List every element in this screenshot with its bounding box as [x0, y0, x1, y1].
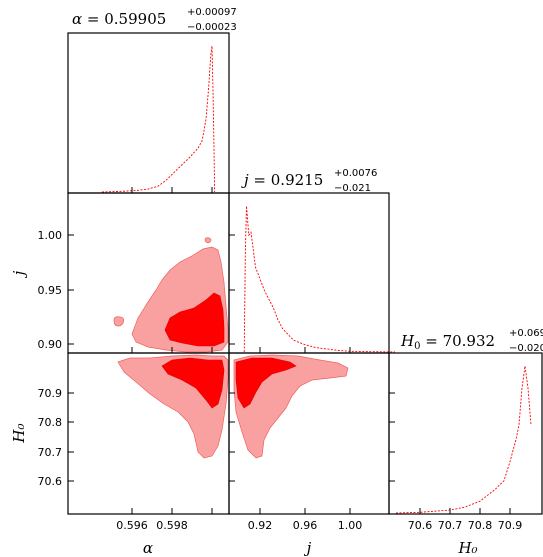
tick-marks	[68, 187, 511, 514]
contour-alpha-j-inner	[164, 292, 225, 347]
tick-alpha-0596: 0.596	[116, 519, 148, 532]
title-j: j = 0.9215	[241, 171, 323, 189]
marginal-H0-line	[395, 365, 532, 514]
panel-j-H0	[228, 352, 390, 515]
tick-H0-708: 70.8	[468, 519, 493, 532]
marginal-j-line	[243, 205, 396, 353]
ylabel-j: j	[10, 270, 28, 278]
panel-H0-marginal	[388, 352, 543, 515]
xlabel-alpha: α	[143, 539, 153, 557]
title-j-err-minus: −0.021	[334, 183, 371, 194]
tick-jy-100: 1.00	[38, 229, 63, 242]
tick-H0-706: 70.6	[408, 519, 433, 532]
tick-jy-095: 0.95	[38, 284, 63, 297]
tick-j-100: 1.00	[338, 519, 363, 532]
xlabel-H0: H₀	[457, 539, 477, 557]
tick-H0y-708: 70.8	[38, 416, 63, 429]
title-alpha: α = 0.59905	[72, 10, 166, 28]
xlabel-j: j	[304, 539, 312, 557]
tick-j-092: 0.92	[248, 519, 273, 532]
contour-alpha-H0-inner	[161, 357, 225, 409]
panel-alpha-marginal	[67, 32, 230, 194]
contour-j-H0-inner	[235, 357, 297, 409]
panel-j-marginal	[228, 192, 396, 354]
marginal-alpha-line	[101, 45, 216, 193]
tick-H0y-706: 70.6	[38, 475, 63, 488]
title-j-err-plus: +0.0076	[334, 168, 377, 179]
tick-H0y-707: 70.7	[38, 446, 63, 459]
tick-jy-090: 0.90	[38, 338, 63, 351]
title-H0-err-plus: +0.069	[509, 328, 543, 339]
panel-alpha-j	[67, 192, 230, 354]
title-alpha-err-minus: −0.00023	[187, 22, 237, 33]
tick-H0y-709: 70.9	[38, 387, 63, 400]
panel-alpha-H0	[67, 352, 230, 515]
title-H0: H0 = 70.932	[400, 332, 495, 352]
title-H0-err-minus: −0.020	[509, 343, 543, 354]
tick-alpha-0598: 0.598	[156, 519, 188, 532]
title-alpha-err-plus: +0.00097	[187, 7, 237, 18]
ylabel-H0: H₀	[10, 423, 28, 443]
tick-j-096: 0.96	[293, 519, 318, 532]
tick-H0-707: 70.7	[438, 519, 463, 532]
tick-H0-709: 70.9	[498, 519, 523, 532]
